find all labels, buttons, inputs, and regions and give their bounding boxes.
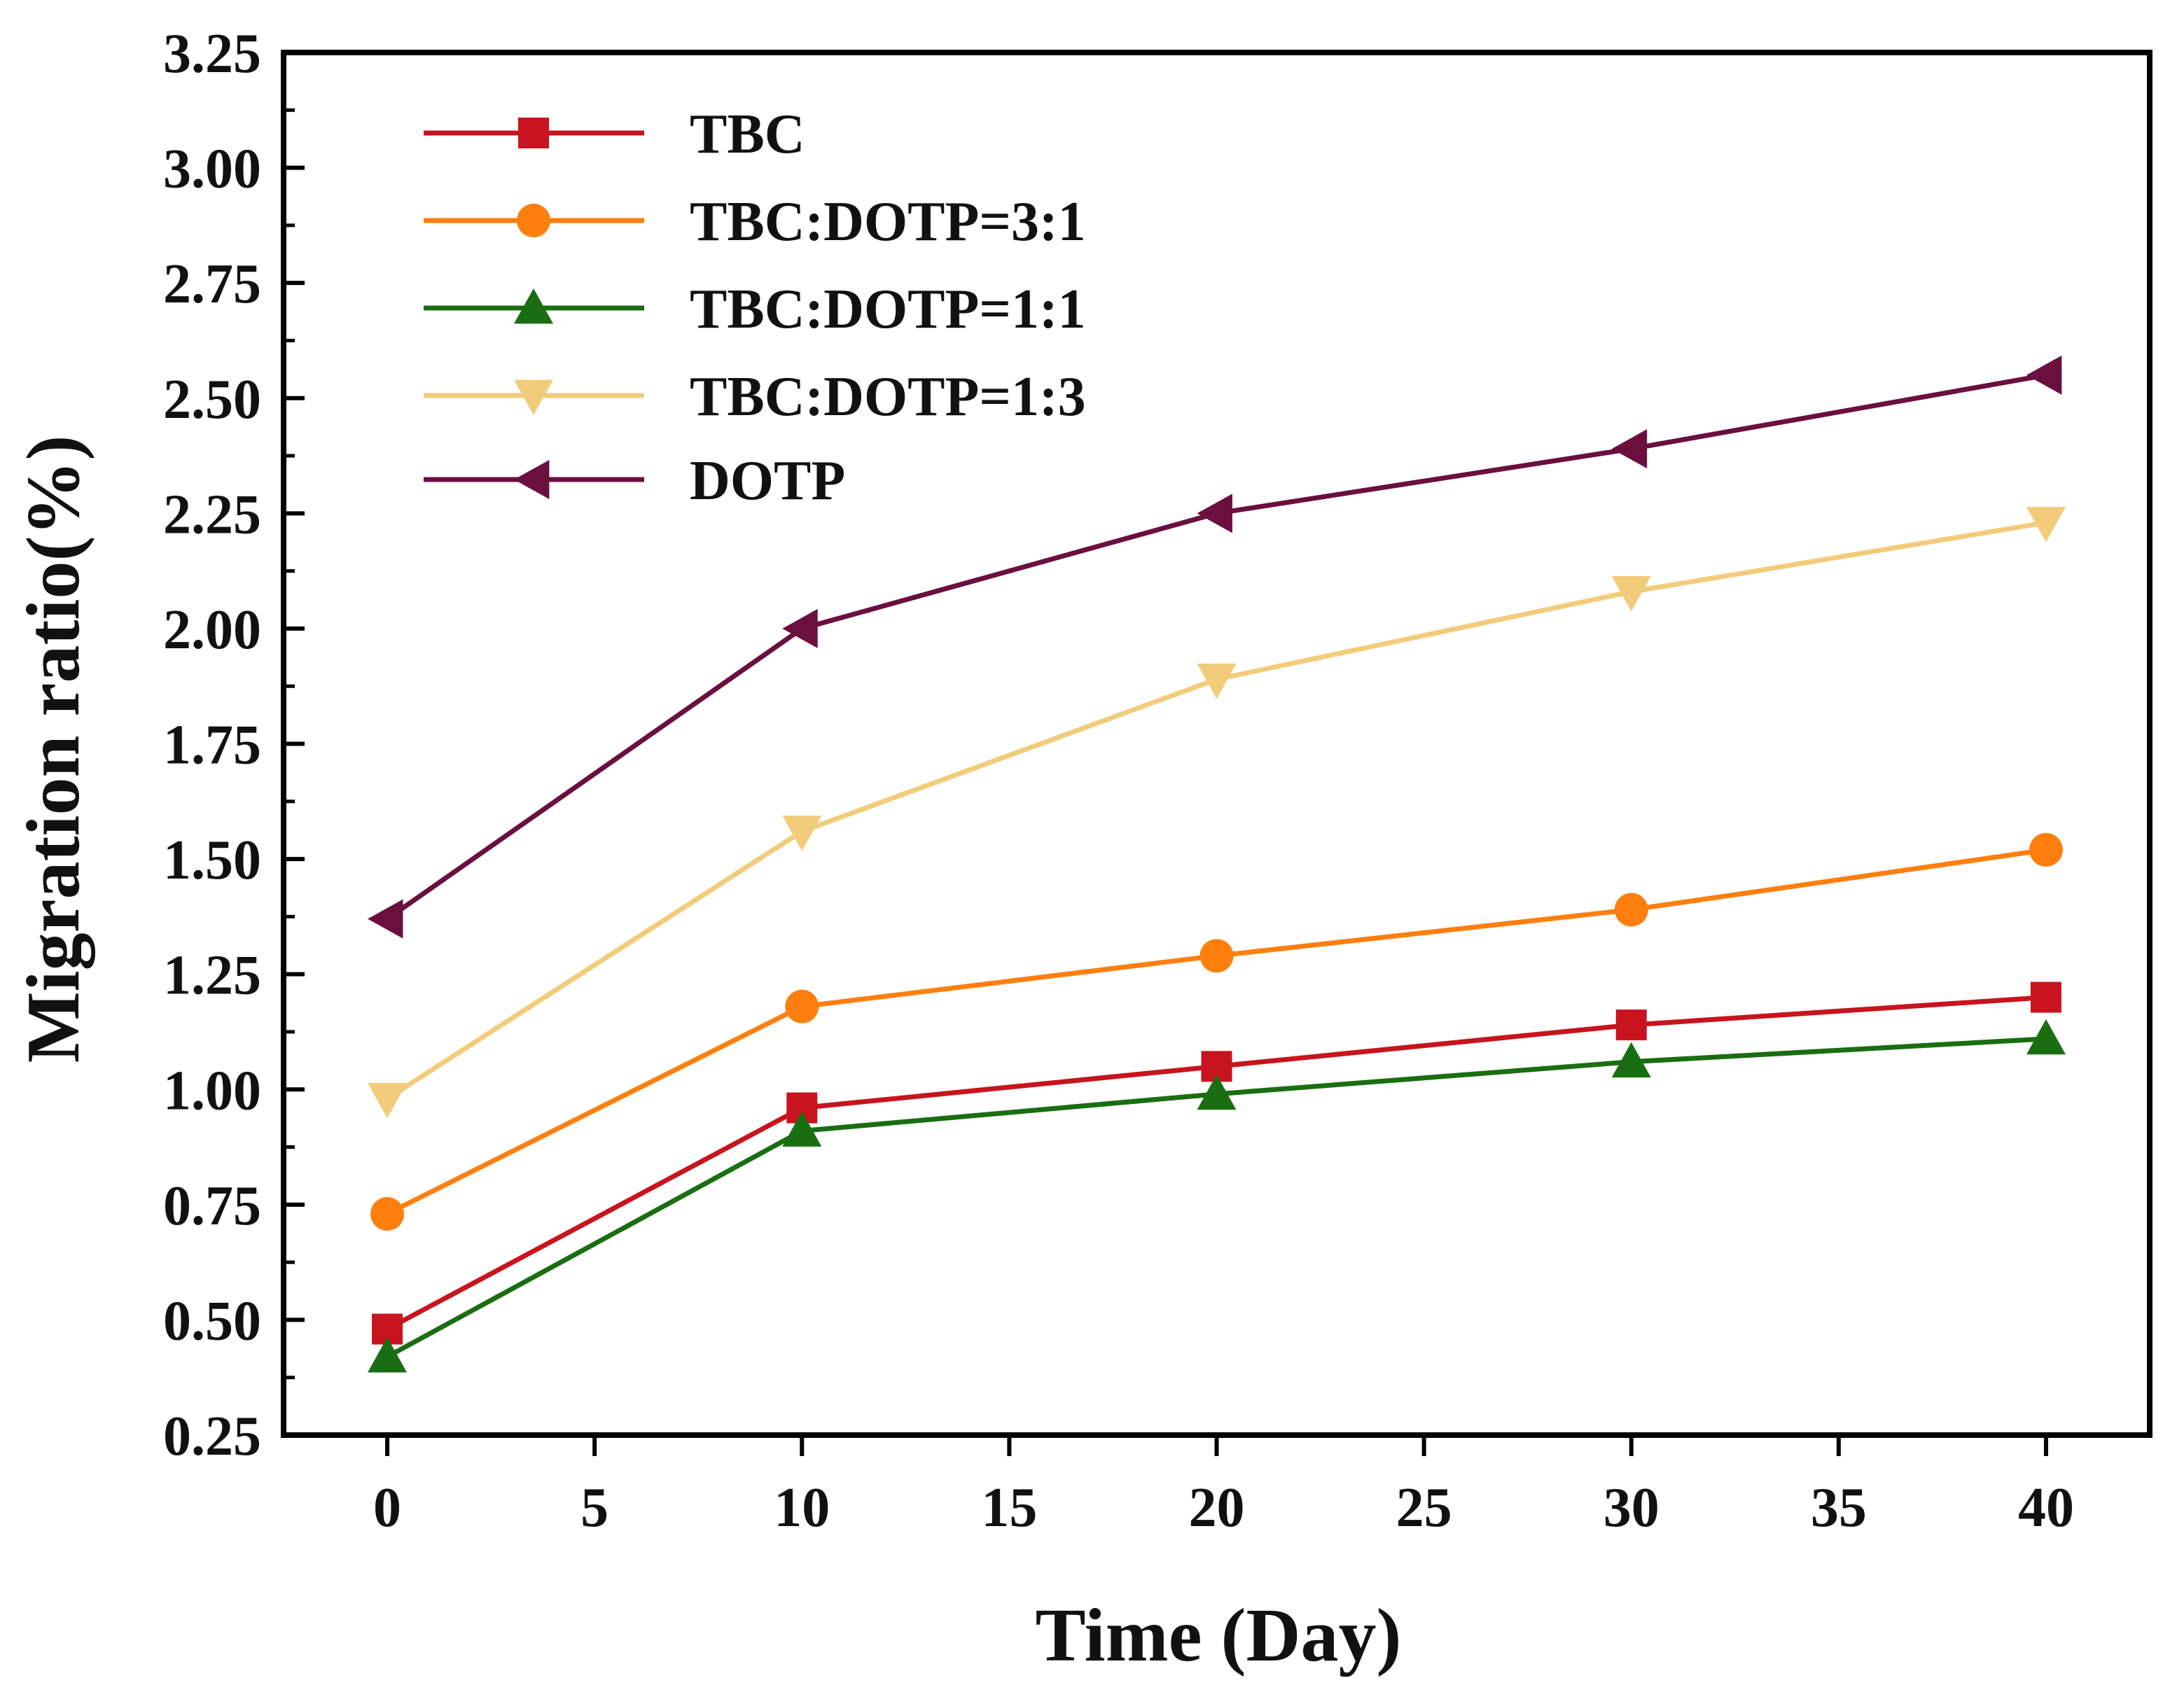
x-tick-label: 15: [981, 1477, 1037, 1539]
y-tick-label: 1.00: [163, 1060, 261, 1121]
data-point: [2026, 507, 2066, 543]
data-point: [782, 816, 822, 851]
legend-marker: [518, 118, 549, 148]
x-tick-label: 30: [1604, 1477, 1660, 1539]
legend-label: TBC:DOTP=1:3: [690, 366, 1086, 428]
data-point: [1197, 494, 1232, 533]
data-point: [1199, 939, 1234, 973]
data-point: [1197, 1074, 1237, 1110]
data-point: [2026, 1019, 2066, 1055]
y-tick-label: 2.00: [163, 599, 261, 661]
x-axis-title: Time (Day): [1036, 1594, 1402, 1677]
data-point: [370, 1197, 405, 1231]
series-DOTP: [368, 355, 2062, 939]
legend-label: TBC:DOTP=3:1: [690, 191, 1086, 253]
y-tick-label: 1.50: [163, 830, 261, 891]
y-tick-label: 3.00: [163, 139, 261, 200]
x-tick-label: 20: [1189, 1477, 1245, 1539]
series-TBC:DOTP=1:3: [368, 507, 2066, 1119]
legend-label: DOTP: [690, 450, 845, 512]
y-tick-label: 2.75: [163, 253, 261, 315]
legend-item: TBC:DOTP=1:3: [424, 366, 1086, 428]
data-point: [1614, 893, 1648, 927]
series-TBC:DOTP=1:1: [368, 1019, 2066, 1373]
data-point: [785, 989, 819, 1023]
y-tick-label: 3.25: [163, 23, 261, 85]
legend-item: TBC:DOTP=3:1: [424, 191, 1086, 253]
x-tick-label: 0: [373, 1477, 401, 1539]
data-point: [1615, 1009, 1647, 1041]
y-tick-label: 0.75: [163, 1175, 261, 1237]
series-line: [386, 847, 2047, 1217]
y-tick-label: 1.25: [163, 945, 261, 1007]
series-TBC: [372, 981, 2061, 1345]
legend-marker: [514, 379, 553, 415]
plot-layer: 0.25 0.50 0.75 1.00 1.25 1.50 1.75 2.00 2.25 2.50…: [163, 23, 2152, 1539]
x-tick-label: 25: [1396, 1477, 1452, 1539]
legend-item: TBC:DOTP=1:1: [424, 279, 1086, 340]
legend-marker: [517, 204, 550, 237]
y-tick-label: 0.25: [163, 1406, 261, 1467]
y-tick-label: 1.75: [163, 715, 261, 776]
data-point: [1611, 1042, 1651, 1078]
legend-item: DOTP: [424, 450, 845, 512]
y-tick-label: 2.50: [163, 369, 261, 431]
data-point: [1197, 663, 1237, 699]
legend-label: TBC: [690, 104, 805, 165]
series-line: [386, 995, 2047, 1331]
data-point: [368, 1337, 408, 1373]
legend: TBC TBC:DOTP=3:1 TBC:DOTP=1:1 TBC:DOTP=1:3 D…: [424, 104, 1086, 512]
data-point: [2030, 981, 2061, 1013]
legend-marker: [514, 460, 550, 499]
x-tick-label: 35: [1811, 1477, 1867, 1539]
data-point: [782, 608, 818, 648]
plot-frame: [281, 50, 2152, 1438]
y-axis-title-group: Migration ratio(%): [12, 435, 95, 1063]
data-point: [368, 899, 403, 939]
data-point: [2029, 832, 2063, 867]
y-tick-label: 2.25: [163, 484, 261, 545]
y-axis-title: Migration ratio(%): [12, 435, 95, 1063]
legend-label: TBC:DOTP=1:1: [690, 279, 1086, 340]
data-point: [2026, 355, 2062, 395]
legend-marker: [514, 288, 553, 324]
x-tick-label: 5: [580, 1477, 608, 1539]
x-tick-label: 40: [2018, 1477, 2074, 1539]
data-point: [782, 1111, 822, 1147]
data-point: [1611, 575, 1651, 612]
series-line: [386, 372, 2047, 921]
y-tick-label: 0.50: [163, 1290, 261, 1352]
x-tick-label: 10: [774, 1477, 830, 1539]
series-TBC:DOTP=3:1: [370, 832, 2063, 1231]
data-point: [368, 1083, 408, 1119]
data-point: [1611, 429, 1648, 469]
legend-item: TBC: [424, 104, 805, 165]
